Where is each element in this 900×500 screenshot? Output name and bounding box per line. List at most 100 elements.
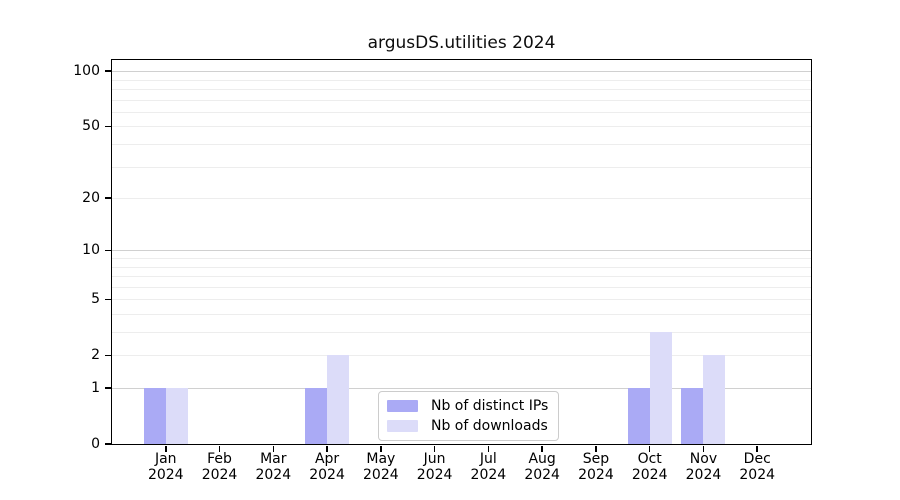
y-tick-mark	[104, 354, 111, 356]
gridline-minor	[112, 99, 811, 101]
x-tick-mark	[648, 445, 651, 452]
x-tick-label: Sep 2024	[564, 451, 628, 483]
x-tick-mark	[433, 445, 436, 452]
gridline-major	[112, 388, 811, 389]
x-tick-mark	[702, 445, 705, 452]
y-tick-label: 0	[91, 436, 100, 452]
x-tick-year: 2024	[416, 466, 453, 483]
legend-swatch-distinct-ips-icon	[387, 399, 418, 412]
gridline-minor	[112, 111, 811, 113]
plot-area	[112, 60, 811, 444]
x-tick-month: Jun	[423, 451, 446, 467]
y-tick-mark	[104, 125, 111, 128]
gridline-minor	[112, 332, 811, 333]
x-tick-label: Feb 2024	[188, 451, 252, 483]
bar-nov-series-0	[681, 388, 704, 444]
x-tick-year: 2024	[578, 466, 614, 483]
legend-item-distinct-ips: Nb of distinct IPs	[387, 397, 548, 414]
x-tick-mark	[756, 445, 758, 452]
y-tick-label: 20	[82, 190, 100, 207]
x-tick-label: May 2024	[349, 451, 413, 483]
x-tick-month: Mar	[260, 451, 287, 467]
x-tick-month: May	[366, 451, 396, 467]
x-tick-year: 2024	[685, 466, 722, 483]
y-tick-mark	[104, 298, 111, 300]
gridline-minor	[112, 266, 811, 268]
x-tick-label: Aug 2024	[510, 451, 574, 483]
bar-oct-series-1	[649, 332, 672, 444]
y-tick-label: 50	[82, 118, 100, 135]
y-tick-mark	[104, 443, 111, 445]
gridline-minor	[112, 144, 811, 145]
bar-apr-series-0	[305, 388, 328, 444]
gridline-minor	[112, 198, 811, 200]
x-tick-month: Aug	[528, 451, 556, 467]
gridline-minor	[112, 276, 811, 278]
bar-jan-series-1	[165, 388, 188, 444]
y-tick-label: 1	[91, 380, 100, 396]
x-tick-mark	[326, 445, 328, 452]
x-tick-mark	[380, 445, 382, 452]
y-tick-mark	[104, 70, 111, 72]
x-tick-month: Nov	[689, 451, 718, 467]
x-tick-month: Dec	[743, 451, 771, 467]
legend-label-distinct-ips: Nb of distinct IPs	[431, 397, 549, 414]
x-tick-year: 2024	[201, 466, 238, 483]
x-tick-label: Jan 2024	[134, 451, 198, 483]
x-tick-mark	[272, 445, 275, 452]
gridline-minor	[112, 355, 811, 357]
x-tick-month: Oct	[637, 451, 662, 467]
bar-nov-series-1	[703, 355, 726, 444]
x-tick-year: 2024	[470, 466, 507, 483]
x-tick-month: Sep	[582, 451, 610, 467]
legend-swatch-downloads-icon	[387, 419, 418, 432]
y-tick-label: 5	[91, 291, 100, 308]
gridline-minor	[112, 126, 811, 128]
legend-label-downloads: Nb of downloads	[431, 417, 548, 434]
x-tick-mark	[218, 445, 221, 452]
x-tick-year: 2024	[363, 466, 399, 483]
x-tick-mark	[487, 445, 490, 452]
bar-oct-series-0	[627, 388, 650, 444]
chart-title: argusDS.utilities 2024	[367, 33, 556, 53]
gridline-minor	[112, 257, 811, 259]
gridline-minor	[112, 166, 811, 168]
x-tick-mark	[595, 445, 597, 452]
x-tick-label: Nov 2024	[671, 451, 735, 483]
x-tick-year: 2024	[255, 466, 292, 483]
gridline-minor	[112, 286, 811, 288]
x-tick-mark	[165, 445, 167, 452]
x-tick-month: Apr	[314, 451, 340, 467]
x-tick-label: Jun 2024	[403, 451, 467, 483]
bar-jan-series-0	[143, 388, 166, 444]
bar-apr-series-1	[327, 355, 350, 444]
x-tick-label: Dec 2024	[725, 451, 789, 483]
y-tick-label: 10	[82, 242, 100, 259]
gridline-major	[112, 250, 811, 252]
y-tick-label: 100	[73, 63, 100, 80]
x-tick-label: Jul 2024	[456, 451, 520, 483]
x-tick-month: Jan	[154, 451, 177, 467]
x-tick-label: Oct 2024	[618, 451, 682, 483]
x-tick-year: 2024	[147, 466, 184, 483]
x-tick-mark	[541, 445, 543, 452]
gridline-major	[112, 71, 811, 73]
x-tick-year: 2024	[739, 466, 776, 483]
y-tick-label: 2	[91, 347, 100, 364]
gridline-minor	[112, 89, 811, 90]
x-tick-label: Mar 2024	[241, 451, 305, 483]
x-tick-label: Apr 2024	[295, 451, 359, 483]
x-tick-month: Jul	[479, 451, 497, 467]
x-tick-year: 2024	[524, 466, 560, 483]
gridline-minor	[112, 79, 811, 81]
y-tick-mark	[104, 387, 111, 389]
x-tick-year: 2024	[631, 466, 668, 483]
gridline-minor	[112, 299, 811, 301]
y-tick-mark	[104, 249, 111, 252]
y-tick-mark	[104, 197, 111, 199]
legend: Nb of distinct IPs Nb of downloads	[378, 391, 560, 441]
x-tick-year: 2024	[309, 466, 345, 483]
gridline-minor	[112, 313, 811, 315]
legend-item-downloads: Nb of downloads	[387, 417, 548, 434]
